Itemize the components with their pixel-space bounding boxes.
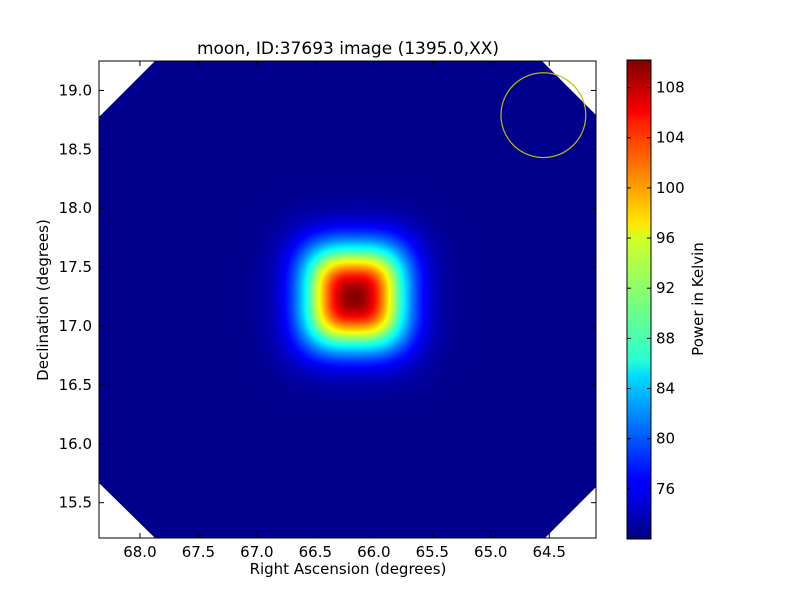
x-tick-label: 67.0 xyxy=(240,543,273,561)
x-tick-label: 66.0 xyxy=(357,543,390,561)
colorbar-tick-label: 104 xyxy=(656,129,685,147)
colorbar-tick-label: 96 xyxy=(656,229,675,247)
x-axis-label: Right Ascension (degrees) xyxy=(250,560,447,578)
y-axis-label: Declination (degrees) xyxy=(34,219,52,381)
colorbar-tick-label: 100 xyxy=(656,179,685,197)
colorbar-tick-label: 76 xyxy=(656,480,675,498)
y-tick-label: 15.5 xyxy=(59,494,92,512)
x-tick-label: 68.0 xyxy=(123,543,156,561)
colorbar-ticks: 76 80 84 88 92 96 100 104 108 xyxy=(627,79,685,498)
beam-circle xyxy=(500,72,587,159)
x-tick-label: 66.5 xyxy=(299,543,332,561)
x-tick-label: 67.5 xyxy=(182,543,215,561)
blank-corner-bottom-left xyxy=(99,483,155,538)
x-axis-ticks: 68.0 67.5 67.0 66.5 66.0 65.5 65.0 64.5 xyxy=(123,61,566,561)
colorbar-label: Power in Kelvin xyxy=(689,242,707,356)
x-tick-label: 64.5 xyxy=(533,543,566,561)
chart-title: moon, ID:37693 image (1395.0,XX) xyxy=(197,39,499,59)
x-tick-label: 65.0 xyxy=(474,543,507,561)
y-tick-label: 16.5 xyxy=(59,376,92,394)
y-axis-ticks: 15.5 16.0 16.5 17.0 17.5 18.0 18.5 19.0 xyxy=(59,81,596,512)
heatmap-image xyxy=(99,61,596,538)
plot-frame xyxy=(98,60,597,539)
x-tick-label: 65.5 xyxy=(416,543,449,561)
y-tick-label: 17.0 xyxy=(59,317,92,335)
y-tick-label: 19.0 xyxy=(59,81,92,99)
blank-corner-top-left xyxy=(99,61,155,117)
y-tick-label: 17.5 xyxy=(59,258,92,276)
colorbar xyxy=(626,59,652,540)
colorbar-tick-label: 84 xyxy=(656,380,675,398)
colorbar-tick-label: 88 xyxy=(656,329,675,347)
y-tick-label: 18.0 xyxy=(59,199,92,217)
y-tick-label: 16.0 xyxy=(59,435,92,453)
blank-corner-bottom-right xyxy=(545,487,596,538)
colorbar-tick-label: 92 xyxy=(656,279,675,297)
colorbar-tick-label: 108 xyxy=(656,79,685,97)
colorbar-tick-label: 80 xyxy=(656,430,675,448)
y-tick-label: 18.5 xyxy=(59,140,92,158)
heatmap-area xyxy=(99,61,596,538)
